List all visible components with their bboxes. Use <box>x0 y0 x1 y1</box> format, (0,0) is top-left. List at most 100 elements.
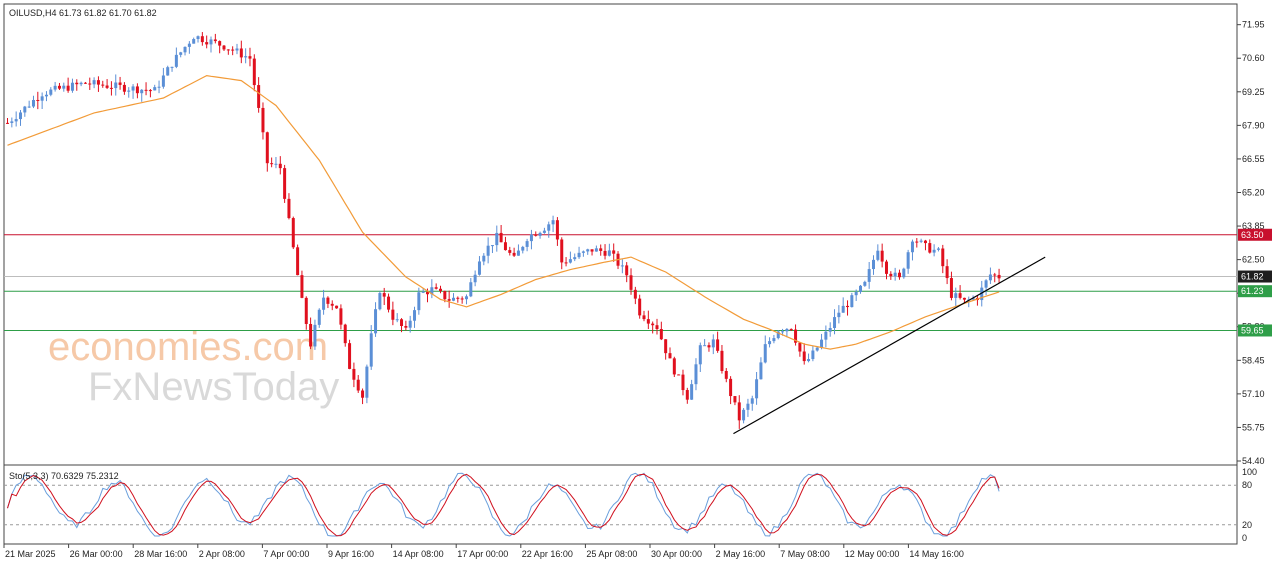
candle-body <box>988 274 992 281</box>
price-tick-label: 62.50 <box>1242 255 1265 265</box>
candle-body <box>590 249 594 252</box>
candle-body <box>473 274 477 283</box>
candle-body <box>997 274 1001 279</box>
candle-body <box>313 324 317 347</box>
candle-body <box>919 240 923 242</box>
candle-body <box>464 296 468 300</box>
candle-body <box>88 83 92 85</box>
candle-body <box>763 344 767 363</box>
candle-body <box>339 308 343 325</box>
candle-body <box>36 99 40 101</box>
candle-body <box>525 241 529 247</box>
candle-body <box>144 89 148 91</box>
candle-body <box>746 403 750 410</box>
price-tick-label: 70.60 <box>1242 53 1265 63</box>
candle-body <box>681 374 685 391</box>
time-tick-label: 30 Apr 00:00 <box>651 549 702 559</box>
candle-body <box>802 351 806 362</box>
candle-body <box>542 230 546 233</box>
candle-body <box>70 82 74 91</box>
stoch-tick-label: 0 <box>1242 533 1247 543</box>
candle-body <box>772 338 776 342</box>
candle-body <box>828 328 832 332</box>
candle-body <box>382 293 386 297</box>
level-tag-bg <box>1238 228 1272 241</box>
candle-body <box>659 329 663 340</box>
candle-body <box>620 265 624 267</box>
time-tick-label: 26 Mar 00:00 <box>70 549 123 559</box>
candle-body <box>170 66 174 68</box>
candle-body <box>971 297 975 300</box>
candle-body <box>10 121 14 123</box>
candle-body <box>66 85 70 91</box>
level-tag-support: 59.65 <box>1238 324 1272 337</box>
candle-body <box>101 84 105 86</box>
candle-body <box>18 112 22 120</box>
candle-body <box>915 241 919 243</box>
candle-body <box>430 287 434 295</box>
price-tick-label: 57.10 <box>1242 389 1265 399</box>
price-tick-label: 54.40 <box>1242 456 1265 466</box>
candle-body <box>672 358 676 375</box>
candle-body <box>235 48 239 51</box>
candle-body <box>447 299 451 301</box>
current-price-label: 61.82 <box>1241 272 1264 282</box>
time-tick-label: 2 Apr 08:00 <box>199 549 245 559</box>
candle-body <box>83 82 87 84</box>
candle-body <box>451 297 455 301</box>
price-tick-label: 69.25 <box>1242 87 1265 97</box>
candle-body <box>291 218 295 248</box>
candle-body <box>365 366 369 398</box>
price-tick-label: 58.45 <box>1242 355 1265 365</box>
candle-body <box>118 82 122 85</box>
candle-body <box>213 39 217 42</box>
candle-body <box>439 288 442 292</box>
candle-body <box>477 261 481 275</box>
candle-body <box>612 250 616 254</box>
candle-body <box>594 248 598 252</box>
candle-body <box>906 252 910 269</box>
candle-body <box>278 163 282 169</box>
current-price-bg <box>1238 270 1272 283</box>
candle-body <box>296 247 300 276</box>
candle-body <box>460 298 464 300</box>
candle-body <box>794 329 798 343</box>
candle-body <box>962 297 966 300</box>
candle-body <box>690 384 694 400</box>
candle-body <box>716 339 720 351</box>
candle-body <box>114 82 118 89</box>
time-tick-label: 7 Apr 00:00 <box>263 549 309 559</box>
time-tick-label: 25 Apr 08:00 <box>586 549 637 559</box>
candle-body <box>105 85 109 88</box>
candle-body <box>551 220 555 225</box>
candle-body <box>651 323 655 326</box>
time-tick-label: 28 Mar 16:00 <box>134 549 187 559</box>
candle-body <box>352 368 356 380</box>
candle-body <box>248 56 252 59</box>
candle-body <box>200 36 204 43</box>
candle-body <box>44 94 48 97</box>
candle-body <box>607 250 611 256</box>
candle-body <box>53 85 57 90</box>
candle-body <box>750 398 754 404</box>
candle-body <box>755 379 759 399</box>
candle-body <box>369 333 373 367</box>
candle-body <box>781 331 785 333</box>
candle-body <box>629 275 633 290</box>
candle-body <box>884 261 888 274</box>
candle-body <box>521 246 525 251</box>
candle-body <box>547 224 551 231</box>
candle-body <box>179 52 183 55</box>
candle-body <box>625 265 629 276</box>
candle-body <box>92 80 96 85</box>
candle-body <box>529 234 533 242</box>
price-tags: 63.50 61.23 59.65 61.82 <box>1238 228 1272 337</box>
candle-body <box>413 310 417 321</box>
candle-body <box>646 319 650 324</box>
candle-body <box>434 287 438 289</box>
candle-body <box>231 49 235 51</box>
candle-body <box>6 122 9 124</box>
candle-body <box>96 80 100 85</box>
